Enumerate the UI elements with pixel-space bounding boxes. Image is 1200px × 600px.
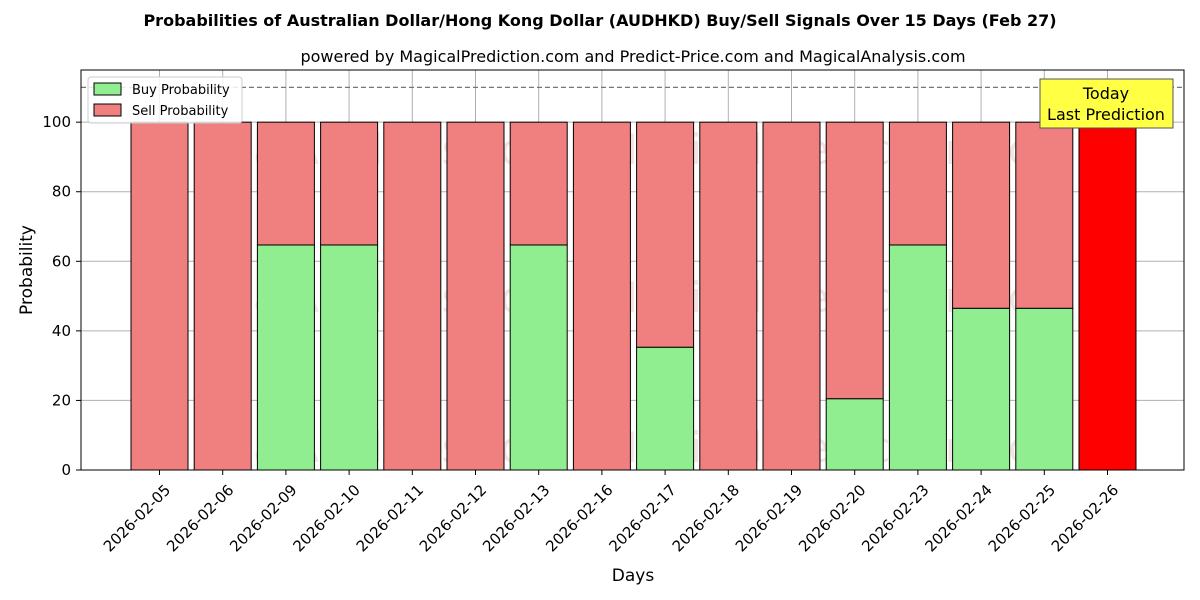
legend-label: Buy Probability (132, 83, 230, 98)
annotation-box (1039, 78, 1174, 129)
bar-sell (825, 121, 884, 400)
annotation: Today Last Prediction (1039, 78, 1174, 129)
chart-subtitle: powered by MagicalPrediction.com and Pre… (300, 47, 965, 66)
x-tick-label: 2026-02-10 (289, 481, 363, 555)
bar-buy (825, 398, 884, 471)
x-tick-label: 2026-02-05 (100, 481, 174, 555)
x-tick-label: 2026-02-19 (732, 481, 806, 555)
x-tick-label: 2026-02-26 (1048, 481, 1122, 555)
bar-sell (952, 121, 1011, 309)
x-tick-label: 2026-02-12 (416, 481, 490, 555)
bar-sell (888, 121, 947, 246)
x-tick-label: 2026-02-17 (605, 481, 679, 555)
chart-title: Probabilities of Australian Dollar/Hong … (143, 11, 1056, 30)
legend-box (87, 76, 243, 124)
y-tick-label: 60 (52, 252, 71, 270)
x-tick-label: 2026-02-09 (226, 481, 300, 555)
legend: Buy Probability Sell Probability (87, 76, 243, 124)
legend-swatch (93, 82, 122, 96)
y-tick-label: 40 (52, 322, 71, 340)
annotation-line1: Today (1082, 84, 1129, 103)
x-tick-label: 2026-02-11 (353, 481, 427, 555)
x-tick-label: 2026-02-23 (858, 481, 932, 555)
bar-sell (636, 121, 695, 348)
bar-buy (1015, 307, 1074, 471)
y-tick-label: 20 (52, 391, 71, 409)
bar-sell (1015, 121, 1074, 309)
x-tick-label: 2026-02-24 (921, 481, 995, 555)
bar-sell (320, 121, 379, 246)
bar-buy (509, 244, 568, 471)
x-tick-label: 2026-02-25 (985, 481, 1059, 555)
bar-sell (193, 121, 252, 471)
bars-layer (130, 121, 1137, 471)
y-tick-label: 100 (42, 113, 71, 131)
bar-sell (699, 121, 758, 471)
bar-sell (256, 121, 315, 246)
legend-swatch (93, 103, 122, 117)
bar-buy (256, 244, 315, 471)
bar-sell (130, 121, 189, 471)
x-tick-label: 2026-02-16 (542, 481, 616, 555)
bar-sell (762, 121, 821, 471)
bar-sell (383, 121, 442, 471)
x-axis-label: Days (612, 566, 655, 586)
y-tick-label: 80 (52, 183, 71, 201)
legend-label: Sell Probability (132, 104, 229, 119)
x-tick-label: 2026-02-20 (795, 481, 869, 555)
x-tick-label: 2026-02-18 (669, 481, 743, 555)
y-tick-label: 0 (61, 461, 71, 479)
bar-sell (572, 121, 631, 471)
plot-frame (80, 69, 1185, 471)
bar-sell (446, 121, 505, 471)
bar-buy (952, 307, 1011, 471)
x-tick-label: 2026-02-06 (163, 481, 237, 555)
bar-sell (509, 121, 568, 246)
bar-buy (320, 244, 379, 471)
x-tick-label: 2026-02-13 (479, 481, 553, 555)
annotation-line2: Last Prediction (1047, 105, 1165, 124)
bar-buy (888, 244, 947, 471)
y-axis-label: Probability (17, 225, 37, 315)
bar-highlight-today (1078, 121, 1137, 471)
bar-buy (636, 346, 695, 471)
